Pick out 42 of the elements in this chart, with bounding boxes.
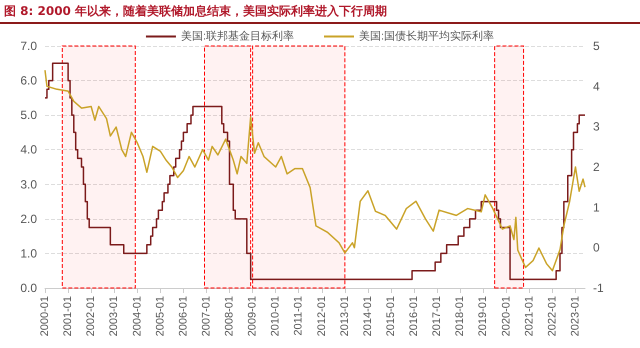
- chart-title: 图 8: 2000 年以来，随着美联储加息结束，美国实际利率进入下行周期: [0, 0, 640, 24]
- x-tick-label: 2016-01: [408, 296, 420, 336]
- y2-tick-label: 1: [593, 200, 600, 214]
- y-tick-label: 7.0: [20, 39, 38, 53]
- x-tick-label: 2015-01: [384, 296, 397, 336]
- y-tick-label: 4.0: [20, 142, 38, 157]
- x-tick-label: 2006-01: [177, 296, 190, 336]
- y-tick-label: 2.0: [20, 212, 38, 226]
- x-tick-label: 2004-01: [131, 296, 144, 336]
- x-tick-label: 2021-01: [523, 296, 536, 336]
- x-tick-label: 2014-01: [362, 296, 374, 336]
- x-tick-label: 2000-01: [39, 296, 51, 336]
- x-tick-label: 2022-01: [546, 296, 558, 336]
- x-tick-label: 2001-01: [62, 296, 74, 336]
- y2-tick-label: 5: [593, 39, 600, 53]
- x-tick-label: 2008-01: [224, 296, 236, 336]
- x-tick-label: 2018-01: [454, 296, 466, 336]
- x-tick-label: 2002-01: [85, 296, 98, 336]
- y-tick-label: 6.0: [20, 74, 38, 88]
- y-tick-label: 5.0: [20, 108, 38, 122]
- x-tick-label: 2003-01: [108, 296, 120, 336]
- x-tick-label: 2007-01: [200, 296, 212, 336]
- x-tick-label: 2010-01: [270, 296, 282, 336]
- y2-tick-label: 2: [593, 160, 600, 174]
- x-tick-label: 2012-01: [316, 296, 328, 336]
- legend-label: 美国:国债长期平均实际利率: [359, 30, 494, 42]
- x-tick-label: 2009-01: [246, 296, 259, 336]
- x-tick-label: 2005-01: [154, 296, 166, 336]
- x-tick-label: 2019-01: [477, 296, 490, 336]
- x-tick-label: 2020-01: [500, 296, 512, 336]
- x-tick-label: 2017-01: [431, 296, 444, 336]
- y2-tick-label: 0: [593, 240, 600, 255]
- y2-tick-label: 3: [593, 120, 600, 134]
- x-tick-label: 2011-01: [292, 296, 305, 336]
- y-tick-label: 1.0: [20, 246, 38, 260]
- y2-tick-label: 4: [593, 79, 600, 94]
- legend-label: 美国:联邦基金目标利率: [180, 30, 294, 42]
- y-tick-label: 0.0: [20, 281, 38, 295]
- y-tick-label: 3.0: [20, 177, 38, 192]
- x-tick-label: 2023-01: [569, 296, 582, 336]
- x-tick-label: 2013-01: [338, 296, 351, 336]
- y2-tick-label: -1: [593, 281, 604, 295]
